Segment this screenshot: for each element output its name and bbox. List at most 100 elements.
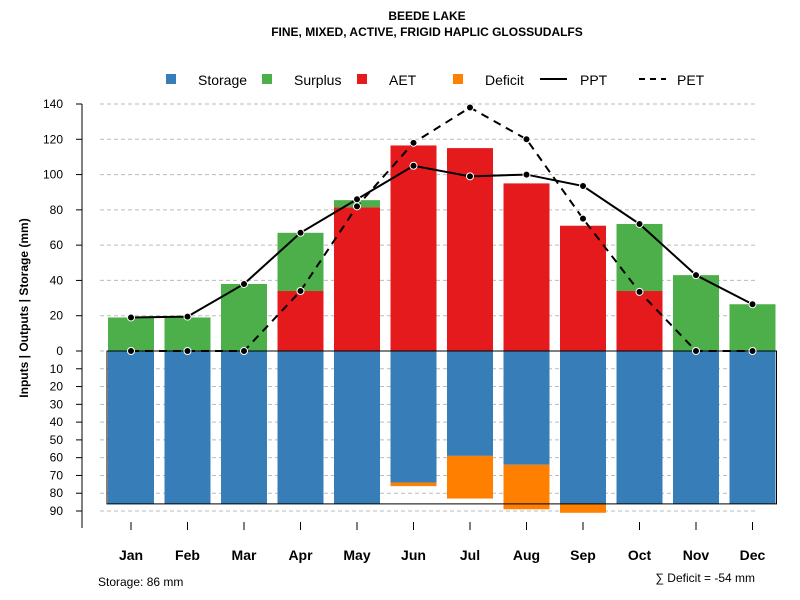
storage-label: Storage: 86 mm	[98, 575, 183, 589]
bar-storage	[334, 351, 380, 504]
legend-swatch-storage	[166, 74, 176, 84]
pet-line-point	[692, 347, 700, 355]
pet-line-point	[409, 138, 418, 147]
ppt-line-point	[296, 228, 305, 237]
ppt-line-point	[579, 182, 587, 191]
y-tick-label: 20	[50, 380, 64, 394]
x-tick-label: Nov	[683, 547, 710, 563]
y-axis-label: Inputs | Outputs | Storage (mm)	[17, 218, 31, 397]
y-tick-label: 40	[50, 415, 64, 429]
x-tick-label: Dec	[740, 547, 766, 563]
x-tick-label: Feb	[175, 547, 200, 563]
x-tick-label: Mar	[232, 547, 257, 563]
series-lines	[127, 103, 757, 355]
bar-aet	[560, 225, 606, 351]
deficit-sum-label: ∑ Deficit = -54 mm	[655, 571, 755, 585]
legend-label-aet: AET	[389, 72, 417, 88]
storage-frame	[106, 350, 777, 505]
ppt-line-point	[353, 195, 361, 204]
ppt-line	[130, 164, 753, 319]
x-tick-label: Apr	[288, 547, 313, 563]
ppt-line-point	[748, 300, 757, 309]
pet-line-point	[353, 202, 361, 211]
ppt-line-point	[183, 312, 192, 321]
legend-swatch-surplus	[262, 74, 272, 84]
y-tick-label: 60	[50, 451, 64, 465]
bar-storage	[616, 351, 663, 504]
ppt-line-point	[240, 279, 248, 288]
bar-storage	[503, 351, 550, 465]
bar-surplus	[108, 317, 154, 351]
ppt-line-point	[635, 219, 644, 228]
pet-line-point	[127, 347, 135, 355]
axes: 0 20 40 60 80 100 120 140 10 20 30 40 50 60 70 80 90 Jan F…	[43, 97, 766, 563]
pet-line-point	[240, 347, 248, 355]
y-tick-label: 10	[50, 362, 64, 376]
ppt-line-point	[127, 313, 135, 322]
bar-aet	[277, 291, 324, 351]
y-tick-label: 70	[50, 468, 64, 482]
bar-surplus	[729, 304, 776, 351]
y-tick-label: 140	[43, 97, 63, 111]
y-tick-label: 80	[50, 203, 64, 217]
bar-aet	[503, 183, 550, 351]
bar-aet	[334, 207, 380, 351]
legend-label-deficit: Deficit	[485, 72, 524, 88]
bar-storage	[277, 351, 324, 504]
legend-label-ppt: PPT	[580, 72, 608, 88]
y-tick-label: 120	[43, 132, 63, 146]
ppt-line-point	[466, 172, 474, 181]
legend-label-storage: Storage	[198, 72, 247, 88]
x-tick-label: Jan	[119, 547, 143, 563]
bar-deficit	[560, 503, 606, 513]
bar-storage	[729, 351, 776, 504]
x-tick-label: Oct	[628, 547, 652, 563]
bar-aet	[616, 291, 663, 351]
x-tick-label: May	[343, 547, 370, 563]
pet-line-point	[635, 287, 644, 296]
bar-aet	[447, 148, 493, 351]
bar-surplus	[277, 232, 324, 292]
bar-storage	[673, 351, 719, 504]
pet-line-point	[748, 347, 757, 355]
bars	[108, 145, 776, 513]
bar-deficit	[503, 464, 550, 510]
x-tick-label: Aug	[513, 547, 540, 563]
x-tick-label: Sep	[570, 547, 596, 563]
ppt-line-point	[692, 271, 700, 280]
bar-surplus	[164, 317, 211, 351]
legend: Storage Surplus AET Deficit PPT PET	[166, 72, 705, 88]
legend-label-pet: PET	[677, 72, 705, 88]
ppt-line-point	[409, 161, 418, 170]
y-tick-label: 30	[50, 397, 64, 411]
x-tick-label: Jun	[401, 547, 426, 563]
pet-line-point	[466, 103, 474, 112]
pet-line-point	[183, 347, 192, 355]
pet-line-point	[579, 214, 587, 223]
y-tick-label: 20	[50, 309, 64, 323]
bar-deficit	[447, 455, 493, 499]
bar-surplus	[221, 283, 267, 351]
pet-line-point	[296, 287, 305, 296]
bar-storage	[221, 351, 267, 504]
legend-swatch-deficit	[453, 74, 463, 84]
bar-aet	[390, 145, 437, 351]
y-tick-label: 0	[56, 344, 63, 358]
pet-line-point	[522, 135, 531, 144]
storage-capacity-box	[106, 350, 777, 505]
y-tick-label: 60	[50, 238, 64, 252]
chart-title: BEEDE LAKE	[388, 9, 465, 23]
y-tick-label: 90	[50, 504, 64, 518]
y-tick-label: 100	[43, 168, 63, 182]
pet-line	[131, 106, 753, 352]
bar-storage	[164, 351, 211, 504]
legend-label-surplus: Surplus	[294, 72, 341, 88]
y-tick-label: 80	[50, 486, 64, 500]
bar-deficit	[390, 482, 437, 487]
ppt-line-point	[522, 170, 531, 179]
x-tick-label: Jul	[460, 547, 480, 563]
bar-storage	[390, 351, 437, 483]
bar-storage	[108, 351, 154, 504]
bar-surplus	[673, 275, 719, 351]
